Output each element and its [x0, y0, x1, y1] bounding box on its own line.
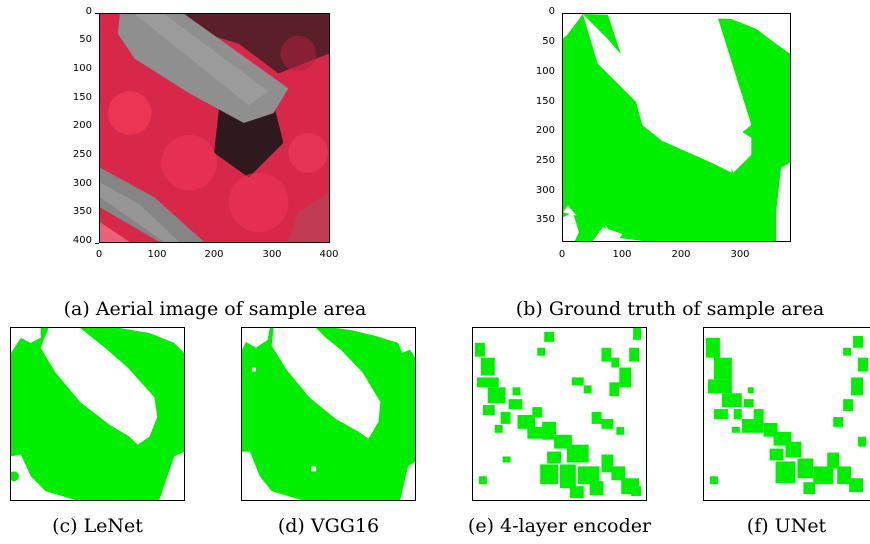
panel-c-caption: (c) LeNet: [52, 515, 143, 537]
panel-b-caption: (b) Ground truth of sample area: [515, 298, 825, 320]
aerial-image-plot: [99, 13, 330, 243]
unet-prediction-plot: [703, 327, 870, 501]
x-tick-label: 200: [204, 249, 224, 260]
panel-f-caption: (f) UNet: [746, 515, 827, 537]
ground-truth-plot: [562, 13, 791, 242]
y-tick-label: 350: [535, 214, 555, 225]
panel-a-caption: (a) Aerial image of sample area: [63, 298, 367, 320]
x-tick-label: 0: [95, 249, 103, 260]
y-tick-label: 150: [72, 92, 92, 103]
y-tick-label: 0: [548, 6, 555, 17]
y-tick-label: 200: [72, 120, 92, 131]
panel-d-caption: (d) VGG16: [277, 515, 380, 537]
encoder-prediction-plot: [472, 327, 647, 501]
y-tick-label: 100: [72, 63, 92, 74]
y-tick-label: 100: [535, 66, 555, 77]
lenet-prediction-mask: [11, 328, 184, 500]
unet-prediction-mask: [704, 328, 870, 500]
x-tick-label: 100: [612, 249, 632, 260]
x-tick-label: 300: [730, 249, 750, 260]
ground-truth-mask: [563, 14, 790, 241]
vgg16-prediction-plot: [241, 327, 416, 501]
y-tick-label: 300: [535, 185, 555, 196]
x-tick-label: 200: [671, 249, 691, 260]
y-tick-label: 50: [542, 36, 555, 47]
tick-mark: [95, 13, 99, 14]
y-tick-label: 250: [72, 149, 92, 160]
aerial-image: [100, 14, 329, 242]
y-tick-label: 250: [535, 155, 555, 166]
y-tick-label: 200: [535, 125, 555, 136]
y-tick-label: 0: [85, 6, 92, 17]
x-tick-label: 400: [319, 249, 339, 260]
y-tick-label: 300: [72, 178, 92, 189]
y-tick-label: 350: [72, 206, 92, 217]
y-tick-label: 400: [72, 235, 92, 246]
y-tick-label: 150: [535, 96, 555, 107]
x-tick-label: 0: [558, 249, 566, 260]
x-tick-label: 300: [262, 249, 282, 260]
vgg16-prediction-mask: [242, 328, 415, 500]
y-tick-label: 50: [79, 34, 92, 45]
lenet-prediction-plot: [10, 327, 185, 501]
x-tick-label: 100: [147, 249, 167, 260]
encoder-prediction-mask: [473, 328, 646, 500]
panel-e-caption: (e) 4-layer encoder: [467, 515, 652, 537]
tick-mark: [95, 243, 99, 244]
